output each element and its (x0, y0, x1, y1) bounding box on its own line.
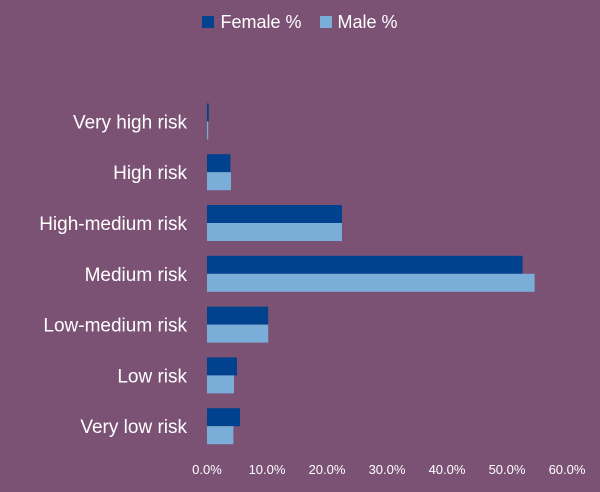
bar-female (207, 103, 209, 122)
bar-male (207, 273, 535, 292)
category-label: Low risk (117, 366, 187, 387)
bar-male (207, 172, 231, 191)
bar-male (207, 121, 209, 140)
bar-male (207, 426, 234, 445)
x-tick-label: 40.0% (429, 462, 466, 477)
x-tick-label: 0.0% (192, 462, 222, 477)
x-tick-label: 60.0% (549, 462, 586, 477)
legend-label-male: Male % (337, 12, 398, 32)
category-label: Medium risk (85, 265, 188, 286)
legend-label-female: Female % (220, 12, 302, 32)
bar-female (207, 205, 342, 223)
bar-female (207, 306, 269, 325)
category-label: High-medium risk (39, 214, 187, 235)
x-tick-label: 50.0% (489, 462, 526, 477)
category-label: Very high risk (73, 112, 188, 133)
x-tick-label: 20.0% (309, 462, 346, 477)
bar-female (207, 408, 240, 427)
x-tick-label: 30.0% (369, 462, 406, 477)
legend-item-female: Female % (202, 10, 302, 34)
category-label: Very low risk (80, 417, 187, 438)
x-tick-label: 10.0% (249, 462, 286, 477)
legend-item-male: Male % (319, 10, 398, 34)
category-label: High risk (113, 163, 187, 184)
legend-swatch-female (202, 16, 215, 28)
bar-female (207, 154, 231, 173)
bar-male (207, 223, 342, 241)
bar-male (207, 375, 234, 394)
legend: Female % Male % (0, 10, 600, 34)
category-label: Low-medium risk (43, 316, 187, 337)
legend-swatch-male (319, 16, 332, 28)
bar-female (207, 255, 523, 274)
bar-female (207, 357, 237, 376)
bar-male (207, 324, 269, 343)
